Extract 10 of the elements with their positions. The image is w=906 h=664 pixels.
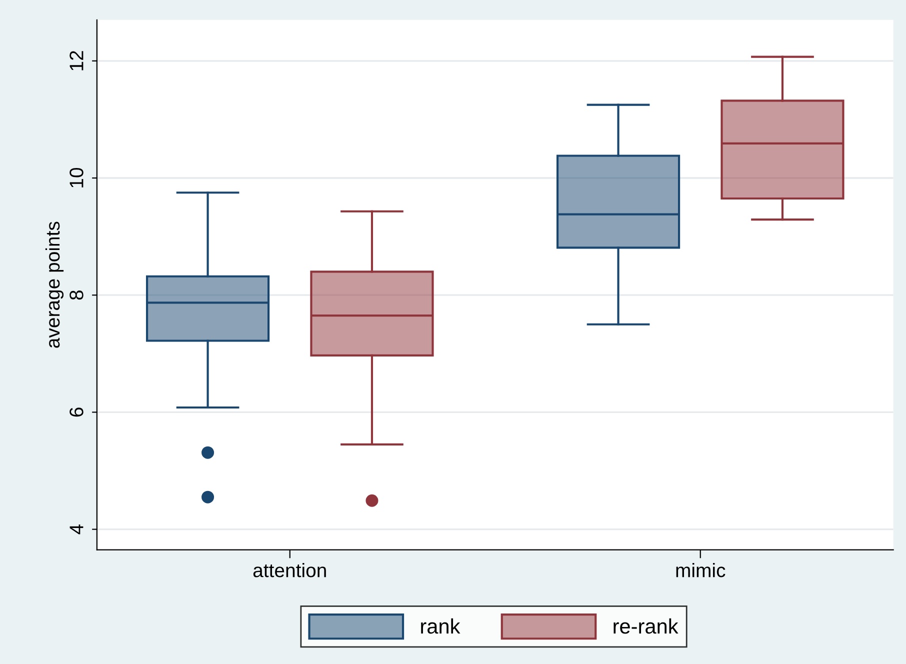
y-tick-label: 12 xyxy=(70,51,84,70)
y-tick-label: 10 xyxy=(70,168,84,188)
x-tick-label: mimic xyxy=(676,562,726,578)
y-tick-label: 4 xyxy=(70,524,84,534)
y-tick-label: 6 xyxy=(70,408,84,417)
y-tick-label: 8 xyxy=(70,290,84,300)
x-tick-label: attention xyxy=(253,562,326,578)
legend-label: rank xyxy=(421,618,460,634)
legend-label: re-rank xyxy=(614,618,678,634)
y-axis-title: average points xyxy=(45,222,64,348)
